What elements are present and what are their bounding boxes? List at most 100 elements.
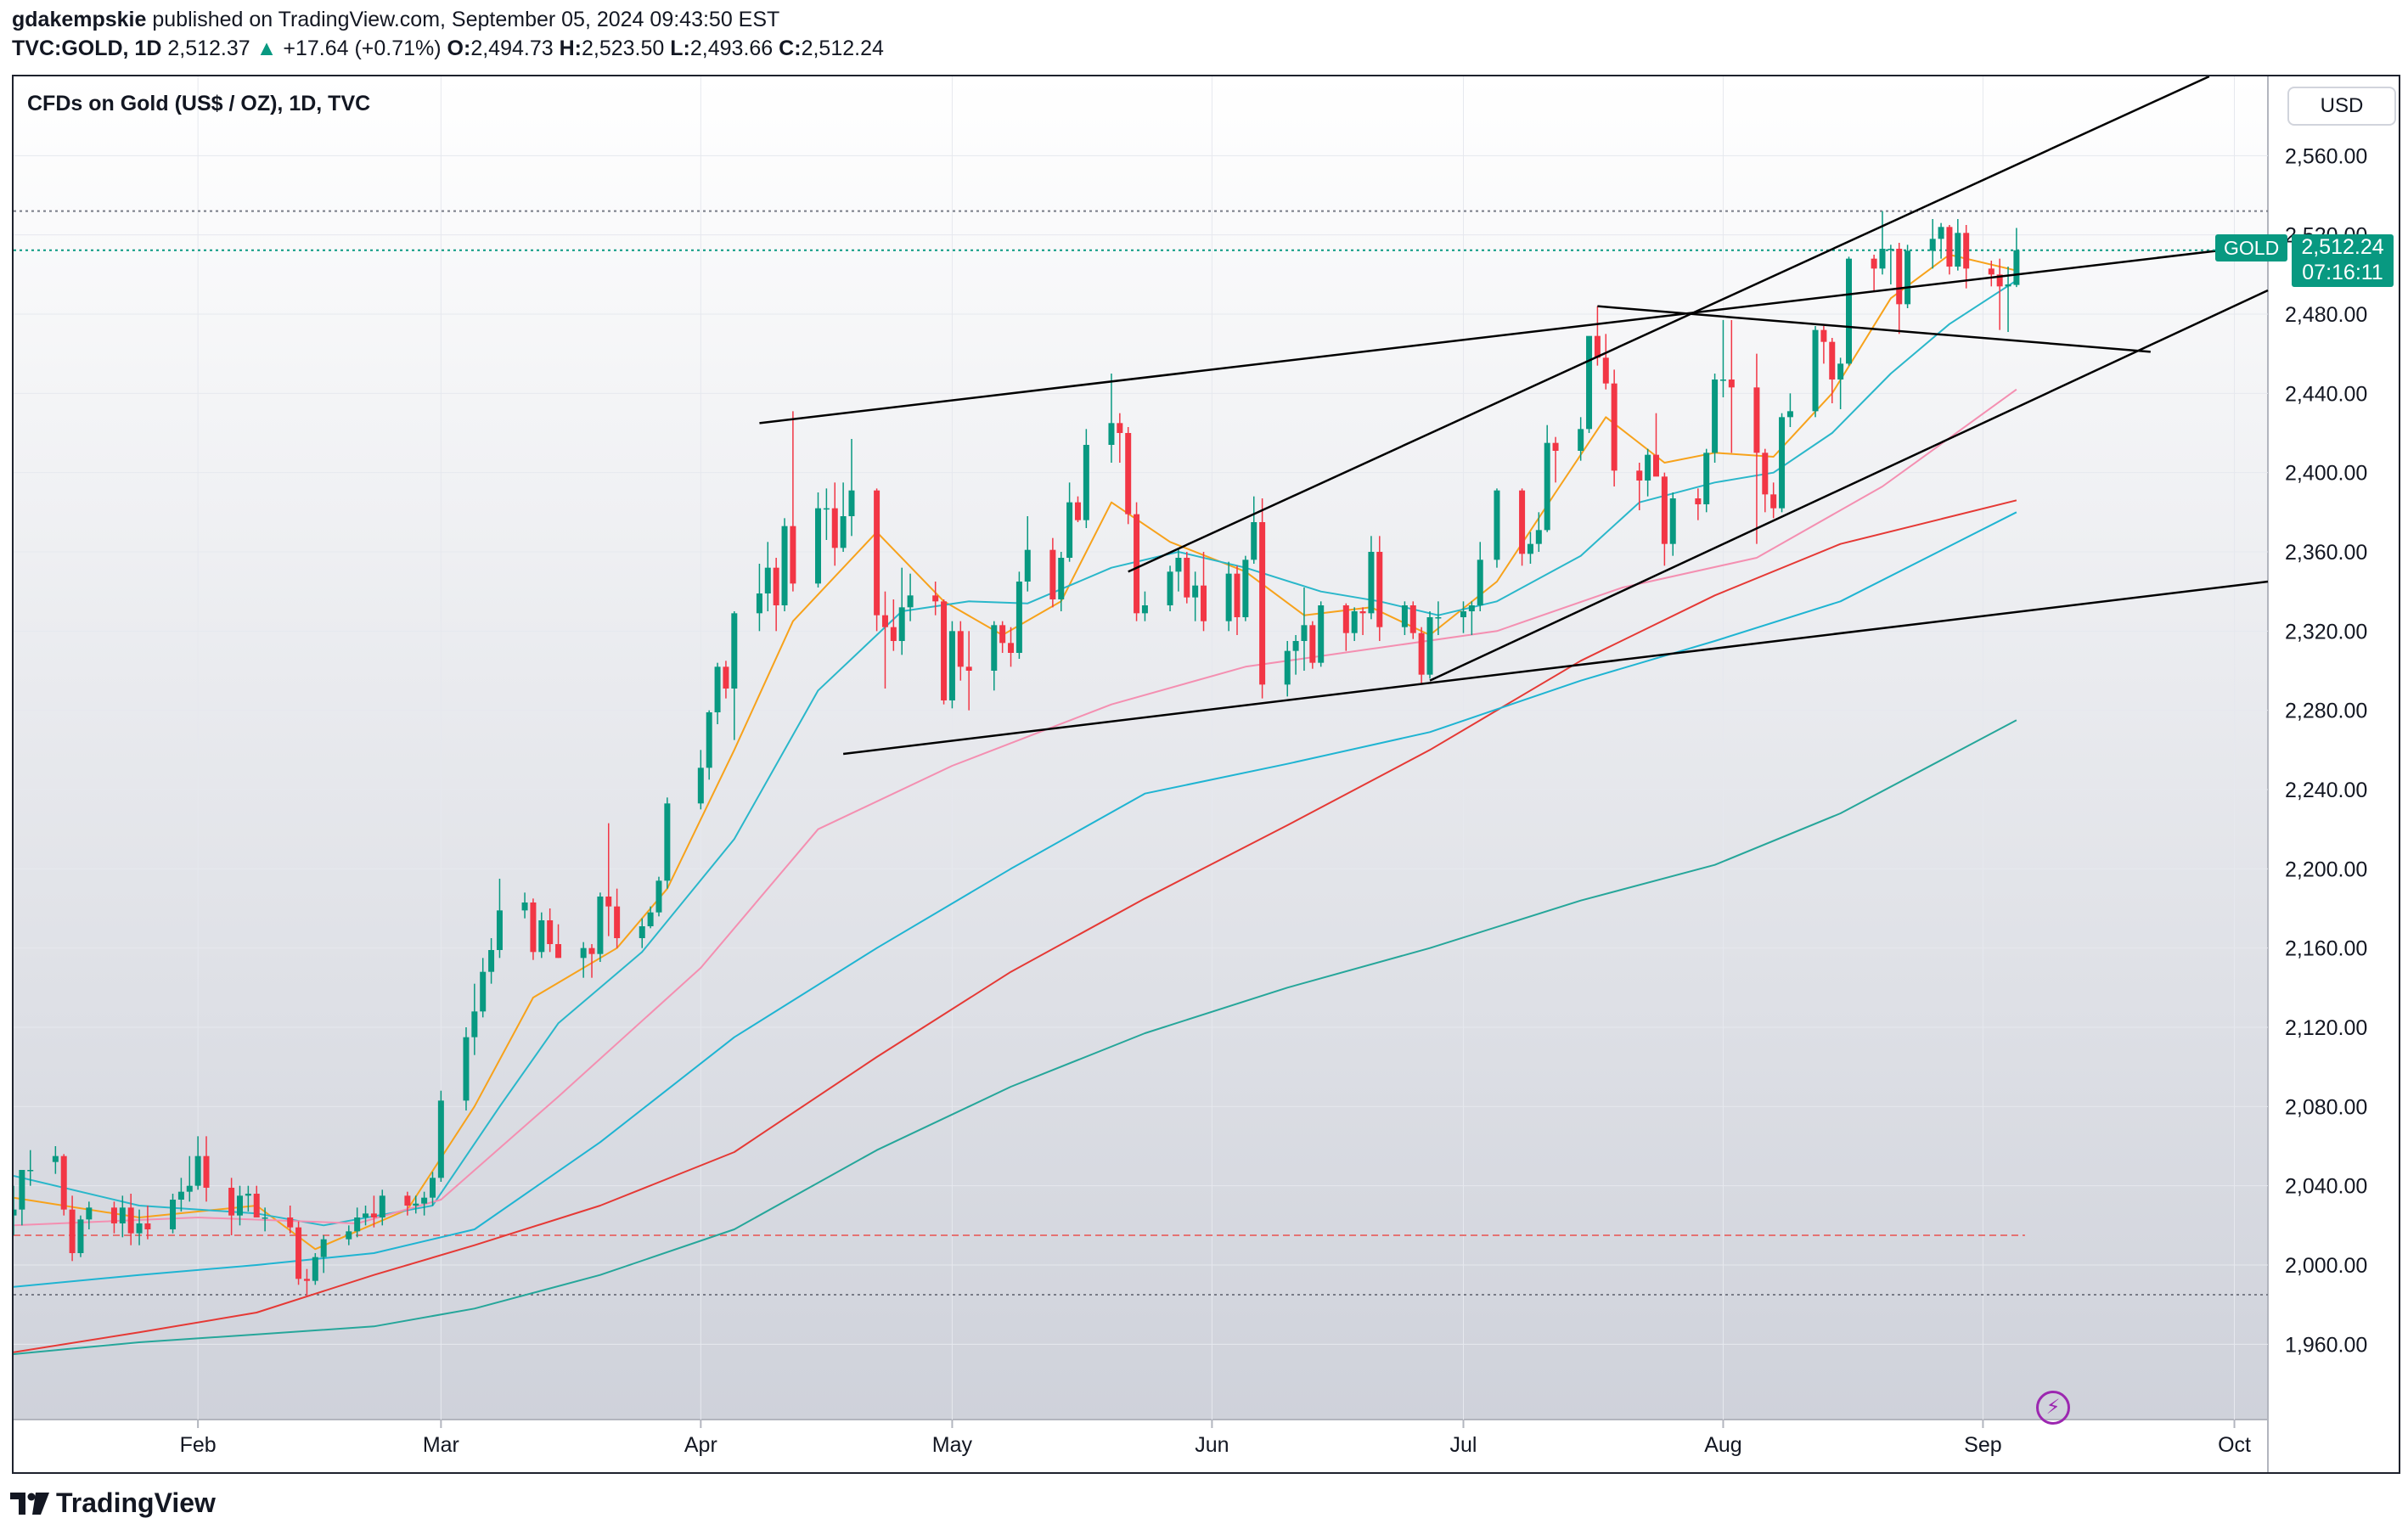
candle [1669,492,1676,556]
candle-body [86,1207,93,1220]
candle [723,661,729,699]
candle-body [1703,453,1710,504]
candle [463,1027,470,1110]
candle [119,1195,126,1238]
candle [1719,320,1726,397]
candle [815,492,822,588]
candle-body [1284,650,1291,685]
chart-frame[interactable]: 2,560.002,520.002,480.002,440.002,400.00… [12,75,2400,1474]
candle-body [840,516,847,548]
candle [144,1206,151,1240]
candle [957,621,964,681]
candle [1108,374,1115,463]
candle [714,662,721,724]
candle-body [1024,549,1031,582]
candle [312,1253,318,1285]
candle [27,1150,34,1186]
candle-body [354,1217,361,1232]
candle-body [1192,585,1199,598]
publisher-line: gdakempskie published on TradingView.com… [12,5,884,34]
candle [1820,326,1827,364]
candle-body [1468,605,1475,611]
candle [287,1206,294,1234]
candle [1786,393,1793,427]
candle-body [965,666,972,671]
candle [1812,326,1819,418]
candle [1846,256,1853,366]
chart-legend-title[interactable]: CFDs on Gold (US$ / OZ), 1D, TVC [27,92,371,115]
candle-body [1318,605,1325,663]
candle [580,942,587,978]
candle-body [773,567,779,605]
x-tick-label: Feb [180,1433,217,1457]
candle-body [52,1155,59,1162]
candle [194,1136,201,1190]
last-price: 2,512.37 [167,37,250,60]
close-value: 2,512.24 [801,37,884,60]
last-price-value: 2,512.24 [2301,235,2384,259]
candle [471,983,478,1055]
y-tick-label: 2,400.00 [2285,462,2367,486]
candle-body [1871,258,1877,269]
candle-body [555,944,562,959]
candle-body [1008,643,1015,653]
candle [429,1172,436,1206]
candle-body [697,768,704,804]
candle [1351,607,1358,641]
candle [639,918,645,948]
candle [1829,338,1836,403]
lightning-icon[interactable]: ⚡ [2036,1391,2070,1425]
candle-body [1409,605,1416,633]
candle-body [907,595,914,608]
candle [1586,335,1593,433]
candle-body [1225,573,1232,621]
candle-body [363,1213,369,1217]
candle-body [1770,494,1777,509]
candle-body [236,1195,243,1216]
candle-body [1351,611,1358,633]
candle [597,892,604,962]
candle-body [69,1209,76,1253]
candle [421,1191,428,1216]
candle [1712,374,1719,463]
candle-body [1359,611,1366,614]
candle [907,573,914,621]
time-axis-area [14,1420,2399,1472]
candle-body [588,947,595,954]
candle [1083,429,1089,528]
trendline [1128,76,2210,573]
candle-body [2013,250,2020,285]
candle-body [756,593,762,614]
candle [1368,536,1375,620]
candle [404,1191,411,1216]
candle [1376,536,1383,641]
candle [1636,463,1643,510]
candle [1652,413,1659,477]
candle-body [932,595,939,602]
publisher-user[interactable]: gdakempskie [12,8,147,31]
moving-average-line [14,719,2017,1355]
currency-button[interactable]: USD [2287,87,2396,126]
candle-body [370,1213,377,1217]
candle-body [731,613,738,689]
candle-body [1342,605,1349,633]
candle [898,567,905,655]
candle [840,482,847,552]
candle-body [1996,274,2003,287]
candle-body [194,1155,201,1186]
candle-body [1066,502,1073,558]
y-tick-label: 2,560.00 [2285,144,2367,168]
candle-body [999,625,1006,644]
candle-body [1083,445,1089,520]
price-chart[interactable]: 2,560.002,520.002,480.002,440.002,400.00… [14,76,2399,1472]
tradingview-logo[interactable]: TradingView [10,1487,216,1519]
candle [874,488,880,632]
candle [1929,219,1936,269]
candle-body [1292,641,1299,651]
y-tick-label: 2,280.00 [2285,700,2367,723]
candle-body [421,1197,428,1204]
candle [1225,561,1232,632]
candle [262,1207,268,1232]
y-tick-label: 2,040.00 [2285,1175,2367,1199]
candle-body [639,926,645,938]
